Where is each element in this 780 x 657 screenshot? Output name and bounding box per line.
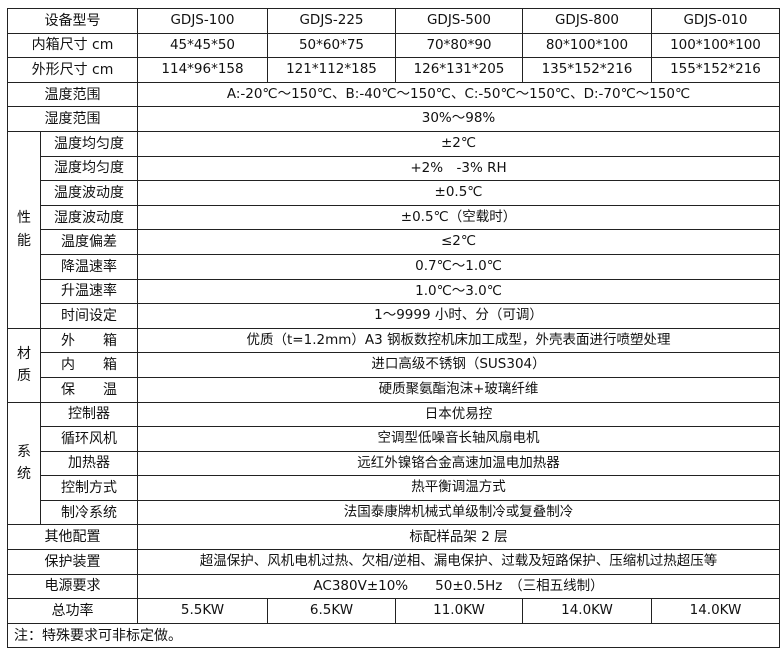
- value-cell: 30%～98%: [137, 106, 780, 132]
- row-material: 内 箱进口高级不锈钢（SUS304）: [8, 352, 780, 378]
- row-system: 加热器 远红外镍铬合金高速加温电加热器: [8, 450, 780, 477]
- value-cell: AC380V±10% 50±0.5Hz （三相五线制）: [137, 573, 780, 600]
- row-system: 制冷系统 法国泰康牌机械式单级制冷或复叠制冷: [8, 499, 780, 526]
- row-label: 总功率: [7, 598, 138, 624]
- group-label-system: 系 统: [7, 401, 41, 526]
- row-protection: 保护装置 超温保护、风机电机过热、欠相/逆相、漏电保护、过载及短路保护、压缩机过…: [7, 549, 780, 575]
- value-cell: 0.7℃～1.0℃: [137, 253, 780, 280]
- value-cell: 14.0KW: [651, 598, 780, 624]
- value-cell: 日本优易控: [137, 401, 780, 428]
- row-outer-size: 外形尺寸 cm 114*96*158 121*112*185 126*131*2…: [7, 57, 780, 83]
- row-label: 其他配置: [7, 524, 138, 551]
- row-humidity-range: 湿度范围 30%～98%: [7, 106, 780, 132]
- row-inner-size: 内箱尺寸 cm 45*45*50 50*60*75 70*80*90 80*10…: [7, 32, 780, 59]
- value-cell: 进口高级不锈钢（SUS304）: [137, 352, 780, 378]
- value-cell: ±0.5℃: [137, 180, 780, 206]
- value-cell: 70*80*90: [395, 32, 523, 59]
- value-cell: 14.0KW: [522, 598, 652, 624]
- row-label: 加热器: [40, 450, 138, 477]
- value-cell: 45*45*50: [137, 32, 268, 59]
- row-temp-range: 温度范围 A:-20℃～150℃、B:-40℃～150℃、C:-50℃～150℃…: [7, 81, 780, 108]
- value-cell: 标配样品架 2 层: [137, 524, 780, 551]
- model-cell: GDJS-100: [137, 8, 268, 34]
- row-label: 时间设定: [40, 303, 138, 329]
- row-performance: 湿度波动度 ±0.5℃（空载时）: [8, 204, 780, 231]
- row-performance: 温度波动度 ±0.5℃: [8, 180, 780, 206]
- value-cell: +2% -3% RH: [137, 155, 780, 182]
- row-material: 材 质外 箱优质（t=1.2mm）A3 钢板数控机床加工成型，外壳表面进行喷塑处…: [7, 327, 780, 403]
- note: 注：特殊要求可非标定做。: [7, 622, 780, 649]
- model-cell: GDJS-500: [395, 8, 523, 34]
- row-system: 循环风机 空调型低噪音长轴风扇电机: [8, 426, 780, 452]
- value-cell: 135*152*216: [522, 57, 652, 83]
- model-cell: GDJS-010: [651, 8, 780, 34]
- value-cell: 121*112*185: [267, 57, 396, 83]
- value-cell: 50*60*75: [267, 32, 396, 59]
- row-model: 设备型号 GDJS-100 GDJS-225 GDJS-500 GDJS-800…: [7, 8, 780, 34]
- row-label: 湿度均匀度: [40, 155, 138, 182]
- group-label-performance: 性 能: [7, 130, 41, 329]
- value-cell: 硬质聚氨酯泡沫+玻璃纤维: [137, 376, 780, 403]
- value-cell: 100*100*100: [651, 32, 780, 59]
- row-system: 系 统控制器 日本优易控: [7, 401, 780, 526]
- value-cell: ≤2℃: [137, 229, 780, 255]
- row-performance: 湿度均匀度 +2% -3% RH: [8, 155, 780, 182]
- row-total-power: 总功率 5.5KW 6.5KW 11.0KW 14.0KW 14.0KW: [7, 598, 780, 624]
- value-cell: 1～9999 小时、分（可调）: [137, 303, 780, 329]
- value-cell: 法国泰康牌机械式单级制冷或复叠制冷: [137, 499, 780, 526]
- row-label: 温度均匀度: [40, 130, 138, 157]
- value-cell: 空调型低噪音长轴风扇电机: [137, 426, 780, 452]
- row-label: 控制器: [40, 401, 138, 428]
- value-cell: ±2℃: [137, 130, 780, 157]
- row-label: 制冷系统: [40, 499, 138, 526]
- row-performance: 时间设定 1～9999 小时、分（可调）: [8, 303, 780, 329]
- row-label: 控制方式: [40, 475, 138, 501]
- row-note: 注：特殊要求可非标定做。: [7, 622, 780, 649]
- row-label: 温度波动度: [40, 180, 138, 206]
- row-performance: 升温速率 1.0℃～3.0℃: [8, 278, 780, 305]
- row-label: 内 箱: [40, 352, 138, 378]
- row-label: 湿度波动度: [40, 204, 138, 231]
- value-cell: 126*131*205: [395, 57, 523, 83]
- row-label: 湿度范围: [7, 106, 138, 132]
- row-material: 保 温硬质聚氨酯泡沫+玻璃纤维: [8, 376, 780, 403]
- value-cell: 5.5KW: [137, 598, 268, 624]
- row-power-supply: 电源要求 AC380V±10% 50±0.5Hz （三相五线制）: [7, 573, 780, 600]
- value-cell: 114*96*158: [137, 57, 268, 83]
- spec-table: 设备型号 GDJS-100 GDJS-225 GDJS-500 GDJS-800…: [7, 8, 780, 649]
- value-cell: 80*100*100: [522, 32, 652, 59]
- row-label: 内箱尺寸 cm: [7, 32, 138, 59]
- value-cell: 远红外镍铬合金高速加温电加热器: [137, 450, 780, 477]
- value-cell: A:-20℃～150℃、B:-40℃～150℃、C:-50℃～150℃、D:-7…: [137, 81, 780, 108]
- row-label: 温度偏差: [40, 229, 138, 255]
- value-cell: ±0.5℃（空载时）: [137, 204, 780, 231]
- value-cell: 1.0℃～3.0℃: [137, 278, 780, 305]
- value-cell: 11.0KW: [395, 598, 523, 624]
- row-other-config: 其他配置 标配样品架 2 层: [7, 524, 780, 551]
- model-cell: GDJS-225: [267, 8, 396, 34]
- group-label-material: 材 质: [7, 327, 41, 403]
- row-performance: 性 能温度均匀度 ±2℃: [7, 130, 780, 329]
- value-cell: 155*152*216: [651, 57, 780, 83]
- row-label: 降温速率: [40, 253, 138, 280]
- row-performance: 降温速率 0.7℃～1.0℃: [8, 253, 780, 280]
- value-cell: 优质（t=1.2mm）A3 钢板数控机床加工成型，外壳表面进行喷塑处理: [137, 327, 780, 354]
- row-performance: 温度偏差 ≤2℃: [8, 229, 780, 255]
- row-label: 外 箱: [40, 327, 138, 354]
- row-label: 电源要求: [7, 573, 138, 600]
- row-label: 保护装置: [7, 549, 138, 575]
- row-label: 温度范围: [7, 81, 138, 108]
- row-label: 设备型号: [7, 8, 138, 34]
- row-label: 保 温: [40, 376, 138, 403]
- value-cell: 热平衡调温方式: [137, 475, 780, 501]
- row-label: 升温速率: [40, 278, 138, 305]
- model-cell: GDJS-800: [522, 8, 652, 34]
- row-system: 控制方式 热平衡调温方式: [8, 475, 780, 501]
- value-cell: 6.5KW: [267, 598, 396, 624]
- row-label: 循环风机: [40, 426, 138, 452]
- value-cell: 超温保护、风机电机过热、欠相/逆相、漏电保护、过载及短路保护、压缩机过热超压等: [137, 549, 780, 575]
- row-label: 外形尺寸 cm: [7, 57, 138, 83]
